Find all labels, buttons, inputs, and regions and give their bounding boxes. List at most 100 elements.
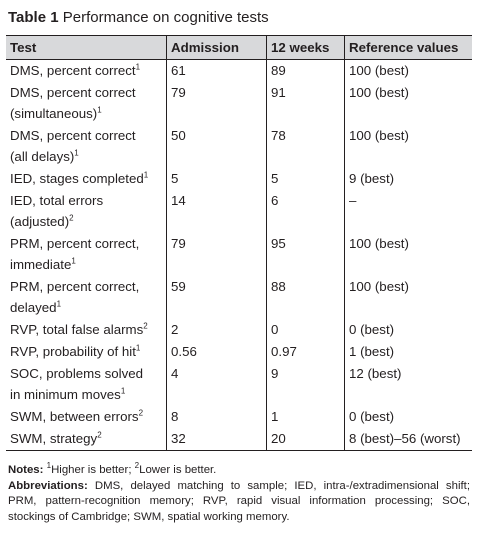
header-admission: Admission bbox=[166, 35, 267, 60]
cell-12-weeks: 20 bbox=[266, 428, 345, 451]
cell-test: SWM, between errors2 bbox=[6, 406, 167, 428]
abbreviations-text: DMS, delayed matching to sample; IED, in… bbox=[8, 479, 470, 523]
cell-test-sup: 1 bbox=[143, 170, 149, 180]
cell-test-line: (adjusted) bbox=[10, 214, 70, 229]
cell-12-weeks: 88 bbox=[266, 276, 345, 319]
cell-reference: 8 (best)–56 (worst) bbox=[344, 428, 472, 451]
cell-reference: 0 (best) bbox=[344, 406, 472, 428]
cell-12-weeks: 0.97 bbox=[266, 341, 345, 363]
cell-reference: 100 (best) bbox=[344, 276, 472, 319]
cell-admission: 61 bbox=[166, 59, 267, 82]
cell-test-line: SWM, strategy bbox=[10, 431, 98, 446]
abbreviations-label: Abbreviations: bbox=[8, 479, 88, 492]
cell-test-sup: 1 bbox=[135, 62, 141, 72]
table-title: Table 1 Performance on cognitive tests bbox=[8, 8, 269, 28]
cell-12-weeks: 5 bbox=[266, 168, 345, 190]
cell-test: RVP, probability of hit1 bbox=[6, 341, 167, 363]
cell-test-sup: 1 bbox=[135, 343, 141, 353]
cell-test-line: DMS, percent correct bbox=[10, 128, 136, 143]
cell-test: DMS, percent correct1 bbox=[6, 60, 167, 83]
table-notes: Notes: 1Higher is better; 2Lower is bett… bbox=[8, 461, 470, 526]
cell-reference: 9 (best) bbox=[344, 168, 472, 190]
performance-table: Test Admission 12 weeks Reference values… bbox=[6, 35, 472, 451]
table-row: IED, stages completed1 5 5 9 (best) bbox=[6, 168, 472, 190]
cell-admission: 14 bbox=[166, 190, 267, 233]
cell-test-line: PRM, percent correct, bbox=[10, 236, 140, 251]
cell-test-line: IED, total errors bbox=[10, 193, 104, 208]
cell-test-sup: 1 bbox=[74, 148, 79, 158]
table-title-text: Performance on cognitive tests bbox=[62, 9, 269, 26]
cell-admission: 59 bbox=[166, 276, 267, 319]
table-row: DMS, percent correct1 61 89 100 (best) bbox=[6, 59, 472, 83]
table-row: DMS, percent correct (all delays)1 50 78 100… bbox=[6, 125, 472, 168]
cell-test-line: (simultaneous) bbox=[10, 106, 98, 121]
notes-label: Notes: bbox=[8, 464, 44, 476]
table-row: DMS, percent correct (simultaneous)1 79 91 1… bbox=[6, 82, 472, 125]
notes-text-1: Higher is better; bbox=[51, 464, 135, 476]
cell-test-line: RVP, total false alarms bbox=[10, 322, 144, 337]
table-row: PRM, percent correct, immediate1 79 95 100 (… bbox=[6, 233, 472, 276]
cell-test-line: delayed bbox=[10, 300, 57, 315]
cell-reference: 100 (best) bbox=[344, 233, 472, 276]
cell-12-weeks: 89 bbox=[266, 59, 345, 82]
table-title-label: Table 1 bbox=[8, 9, 59, 26]
cell-admission: 32 bbox=[166, 428, 267, 451]
header-reference-values: Reference values bbox=[344, 35, 472, 60]
cell-12-weeks: 9 bbox=[266, 363, 345, 406]
cell-admission: 79 bbox=[166, 82, 267, 125]
cell-admission: 50 bbox=[166, 125, 267, 168]
cell-test-sup: 1 bbox=[56, 299, 62, 309]
cell-reference: 0 (best) bbox=[344, 319, 472, 341]
cell-test-line: RVP, probability of hit bbox=[10, 344, 136, 359]
header-12-weeks: 12 weeks bbox=[266, 35, 345, 60]
notes-text-2: Lower is better. bbox=[139, 464, 217, 476]
cell-test-sup: 2 bbox=[69, 213, 74, 223]
cell-admission: 0.56 bbox=[166, 341, 267, 363]
cell-test-sup: 2 bbox=[97, 430, 102, 440]
cell-test-line: DMS, percent correct bbox=[10, 85, 136, 100]
notes-sup-1: 1 bbox=[46, 461, 52, 471]
cell-test: SOC, problems solved in minimum moves1 bbox=[6, 363, 167, 406]
table-row: IED, total errors (adjusted)2 14 6– bbox=[6, 190, 472, 233]
cell-reference: 1 (best) bbox=[344, 341, 472, 363]
cell-test-line: in minimum moves bbox=[10, 387, 121, 402]
cell-admission: 5 bbox=[166, 168, 267, 190]
abbreviations-line: Abbreviations: DMS, delayed matching to … bbox=[8, 479, 470, 526]
cell-test: DMS, percent correct (simultaneous)1 bbox=[6, 82, 167, 125]
cell-reference: 100 (best) bbox=[344, 82, 472, 125]
cell-test: RVP, total false alarms2 bbox=[6, 319, 167, 341]
table-row: PRM, percent correct, delayed1 59 88 100 (be… bbox=[6, 276, 472, 319]
cell-reference: 100 (best) bbox=[344, 59, 472, 82]
table-body: DMS, percent correct1 61 89 100 (best) DMS, … bbox=[6, 59, 472, 451]
cell-test-line: immediate bbox=[10, 257, 72, 272]
header-test: Test bbox=[6, 35, 167, 60]
cell-admission: 79 bbox=[166, 233, 267, 276]
cell-12-weeks: 91 bbox=[266, 82, 345, 125]
cell-test: IED, total errors (adjusted)2 bbox=[6, 190, 167, 233]
table-row: SOC, problems solved in minimum moves1 4 9 1… bbox=[6, 363, 472, 406]
cell-test-line: IED, stages completed bbox=[10, 171, 144, 186]
table-row: RVP, probability of hit1 0.56 0.97 1 (best) bbox=[6, 341, 472, 363]
table-row: SWM, between errors2 8 1 0 (best) bbox=[6, 406, 472, 428]
cell-test-sup: 1 bbox=[120, 386, 126, 396]
cell-test-sup: 1 bbox=[71, 256, 76, 266]
notes-line: Notes: 1Higher is better; 2Lower is bett… bbox=[8, 461, 470, 479]
cell-test: PRM, percent correct, immediate1 bbox=[6, 233, 167, 276]
cell-reference: 12 (best) bbox=[344, 363, 472, 406]
cell-test-sup: 2 bbox=[143, 321, 148, 331]
cell-12-weeks: 95 bbox=[266, 233, 345, 276]
cell-reference: 100 (best) bbox=[344, 125, 472, 168]
cell-12-weeks: 1 bbox=[266, 406, 345, 428]
cell-test-line: SWM, between errors bbox=[10, 409, 139, 424]
cell-admission: 4 bbox=[166, 363, 267, 406]
table-row: SWM, strategy2 32 20 8 (best)–56 (worst) bbox=[6, 428, 472, 451]
cell-test: IED, stages completed1 bbox=[6, 168, 167, 190]
notes-sup-2: 2 bbox=[134, 461, 140, 471]
cell-admission: 8 bbox=[166, 406, 267, 428]
cell-test-line: PRM, percent correct, bbox=[10, 279, 140, 294]
table-header-row: Test Admission 12 weeks Reference values bbox=[6, 35, 472, 60]
cell-test: DMS, percent correct (all delays)1 bbox=[6, 125, 167, 168]
cell-12-weeks: 0 bbox=[266, 319, 345, 341]
table-row: RVP, total false alarms2 2 0 0 (best) bbox=[6, 319, 472, 341]
cell-reference: – bbox=[344, 190, 472, 233]
